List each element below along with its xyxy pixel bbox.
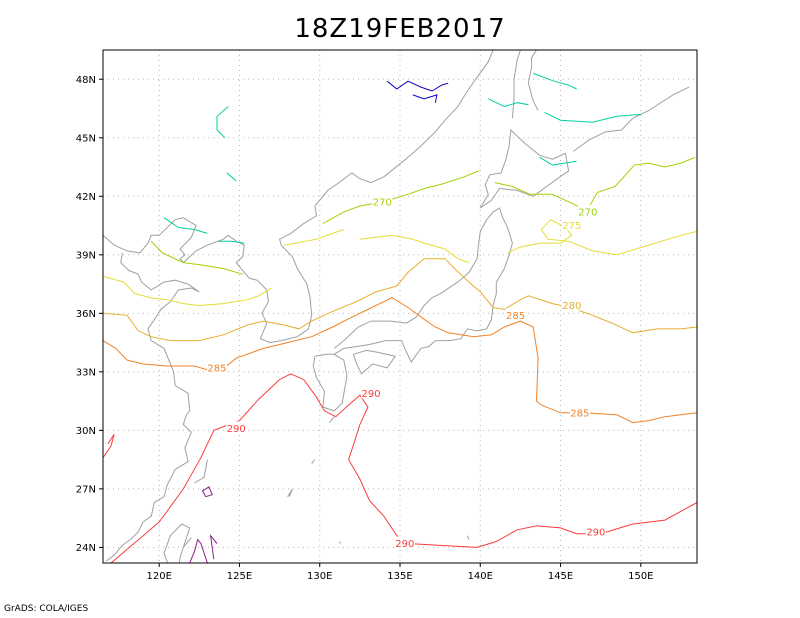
contour-label: 285 [570,408,589,419]
contour-label-bg [372,195,393,208]
contour-265 [218,240,245,244]
coastline [466,535,470,540]
contour-label-bg [394,536,415,549]
coastline [329,416,335,423]
contour-270 [494,182,585,211]
contour-label: 290 [586,527,605,538]
coastline [338,541,341,544]
coastline [227,50,494,344]
contour-label: 285 [506,311,525,322]
coastline [352,349,397,375]
map-frame [102,49,698,564]
lon-tick-label: 120E [146,571,171,582]
contour-265 [539,156,577,166]
contour-275 [507,219,697,256]
contour-275 [359,234,470,264]
contour-label-bg [577,204,598,217]
contour-label: 270 [578,207,597,218]
coastline [287,488,293,497]
lon-tick-label: 145E [548,571,573,582]
coastline [479,128,570,209]
contour-262 [201,486,213,498]
coastline [311,459,316,464]
contour-label: 290 [227,424,246,435]
lon-tick-label: 125E [227,571,252,582]
coastlines [103,50,690,563]
contour-lines [103,72,697,563]
coastline [527,50,539,111]
contour-label-bg [206,360,227,373]
coastline [103,217,229,264]
coastline [333,207,513,364]
contour-label-bg [226,421,247,434]
contour-label: 290 [362,389,381,400]
lat-tick-label: 45N [76,133,96,144]
contour-label: 270 [373,198,392,209]
contour-265 [533,72,577,90]
contour-label: 285 [207,363,226,374]
contour-262 [189,538,208,563]
gridlines [103,50,697,563]
contour-290 [103,434,115,458]
lat-tick-label: 48N [76,75,96,86]
contour-label-bg [585,524,606,537]
lat-tick-label: 33N [76,367,96,378]
contour-label-bg [569,405,590,418]
contour-275 [284,229,344,246]
grads-credit: GrADS: COLA/IGES [4,604,89,614]
lat-tick-label: 42N [76,192,96,203]
lon-tick-label: 130E [307,571,332,582]
lon-tick-label: 140E [468,571,493,582]
lat-tick-label: 24N [76,543,96,554]
lat-tick-label: 27N [76,484,96,495]
contour-label: 290 [395,539,414,550]
lon-tick-label: 135E [387,571,412,582]
coastline [105,307,192,562]
contour-260 [386,80,449,92]
contour-265 [544,111,641,123]
contour-265 [163,217,208,234]
lat-tick-label: 30N [76,426,96,437]
contour-285 [103,297,697,424]
contour-265 [216,106,229,139]
contour-label-bg [561,298,582,311]
contour-270 [322,170,479,225]
lat-tick-label: 39N [76,250,96,261]
contour-label: 280 [562,301,581,312]
coastline [573,86,690,152]
contour-265 [226,172,237,182]
contour-label: 275 [562,221,581,232]
lat-tick-label: 36N [76,309,96,320]
contour-275 [103,275,272,307]
coastline [163,523,191,563]
contour-270 [585,156,696,213]
coastline [511,50,521,119]
lon-tick-label: 150E [628,571,653,582]
coastline [312,353,348,412]
coastline [120,252,200,310]
contour-label-bg [361,386,382,399]
coastline [182,537,192,548]
contour-270 [150,240,243,275]
axis-ticks: 120E 125E 130E 135E 140E 145E 150E 24N 27N 30N 33N… [76,75,654,582]
contour-label-bg [505,308,526,321]
contour-labels: 270 270 275 280 285 285 285 290 290 290 290 [206,195,606,550]
contour-265 [488,98,529,108]
contour-label-bg [561,218,582,231]
contour-260 [412,94,438,103]
coastline [194,459,208,484]
contour-262 [209,534,218,560]
map-title: 18Z19FEB2017 [294,14,506,44]
contour-290 [110,373,697,563]
